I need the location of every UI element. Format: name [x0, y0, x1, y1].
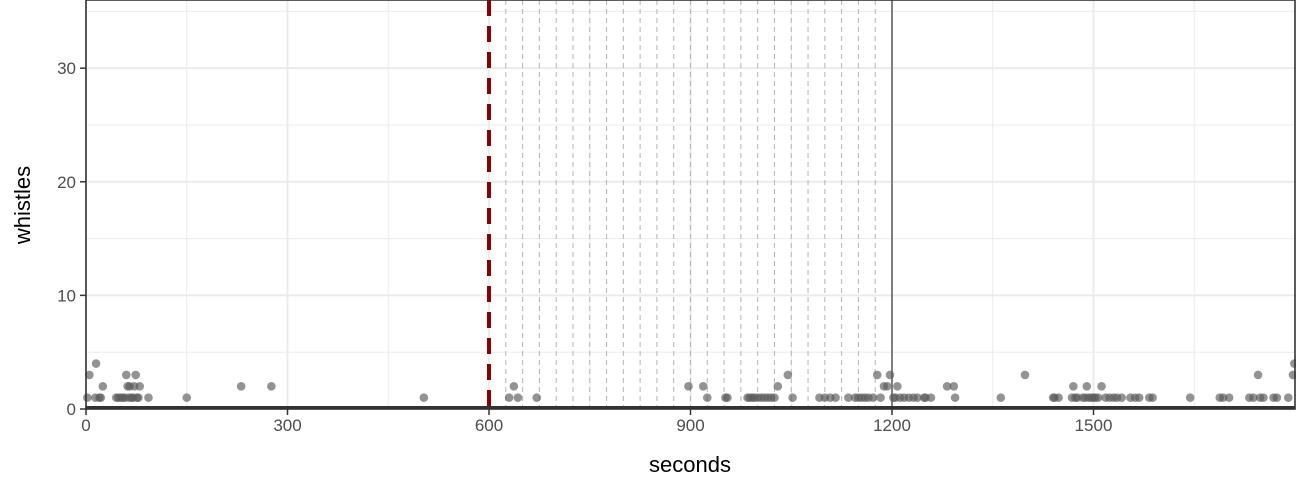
y-tick-label: 20 [57, 173, 76, 192]
x-axis-title: seconds [649, 452, 731, 477]
y-tick-label: 0 [67, 400, 76, 419]
data-point [788, 393, 797, 402]
y-axis-ticks: 0 10 20 30 [57, 59, 86, 419]
data-point [135, 381, 145, 391]
data-point [783, 370, 793, 380]
data-point [1097, 381, 1106, 391]
data-point [513, 393, 523, 402]
data-point [684, 381, 693, 391]
data-point [868, 393, 878, 402]
data-point [1283, 393, 1293, 402]
data-point [942, 381, 952, 391]
x-tick-label: 1500 [1075, 416, 1113, 435]
x-tick-label: 1200 [873, 416, 911, 435]
data-point [1253, 370, 1263, 380]
data-point [1288, 370, 1296, 380]
data-point [419, 393, 429, 402]
data-point [1134, 393, 1144, 402]
data-point [770, 393, 779, 402]
y-tick-label: 10 [57, 286, 76, 305]
data-point [122, 370, 131, 380]
data-point [144, 393, 153, 402]
data-point [98, 381, 108, 391]
data-point [1249, 393, 1258, 402]
data-point [91, 359, 101, 368]
data-point [950, 393, 960, 402]
data-point [844, 393, 853, 402]
data-point [876, 393, 885, 402]
data-point [83, 393, 92, 402]
y-axis-title: whistles [10, 166, 35, 245]
data-point [532, 393, 541, 402]
data-point [949, 381, 959, 391]
data-point [926, 393, 936, 402]
data-point [1148, 393, 1157, 402]
x-tick-label: 600 [475, 416, 503, 435]
x-tick-label: 900 [676, 416, 704, 435]
x-tick-label: 300 [273, 416, 301, 435]
data-point [1054, 393, 1063, 402]
data-point [1117, 393, 1127, 402]
data-point [885, 370, 895, 380]
data-point [996, 393, 1006, 402]
data-points [83, 359, 1296, 402]
data-point [236, 381, 246, 391]
x-axis-ticks: 0 300 600 900 1200 1500 [81, 409, 1112, 435]
y-tick-label: 30 [57, 59, 76, 78]
data-point [267, 381, 276, 391]
data-point [1185, 393, 1195, 402]
data-point [1069, 381, 1078, 391]
data-point [1224, 393, 1234, 402]
data-point [698, 381, 708, 391]
data-point [1259, 393, 1268, 402]
data-point [831, 393, 840, 402]
data-point [723, 393, 732, 402]
data-point [913, 393, 922, 402]
data-point [1272, 393, 1282, 402]
data-point [1218, 393, 1228, 402]
data-point [882, 381, 892, 391]
data-point [893, 381, 902, 391]
data-point [1093, 393, 1103, 402]
data-point [1020, 370, 1030, 380]
data-point [773, 381, 783, 391]
data-point [702, 393, 712, 402]
data-point [96, 393, 106, 402]
data-point [1082, 381, 1092, 391]
reference-lines [487, 0, 893, 409]
data-point [131, 370, 141, 380]
data-point [504, 393, 514, 402]
data-point [182, 393, 192, 402]
data-point [872, 370, 882, 380]
data-point [85, 370, 94, 380]
x-tick-label: 0 [81, 416, 90, 435]
data-point [134, 393, 143, 402]
data-point [509, 381, 519, 391]
